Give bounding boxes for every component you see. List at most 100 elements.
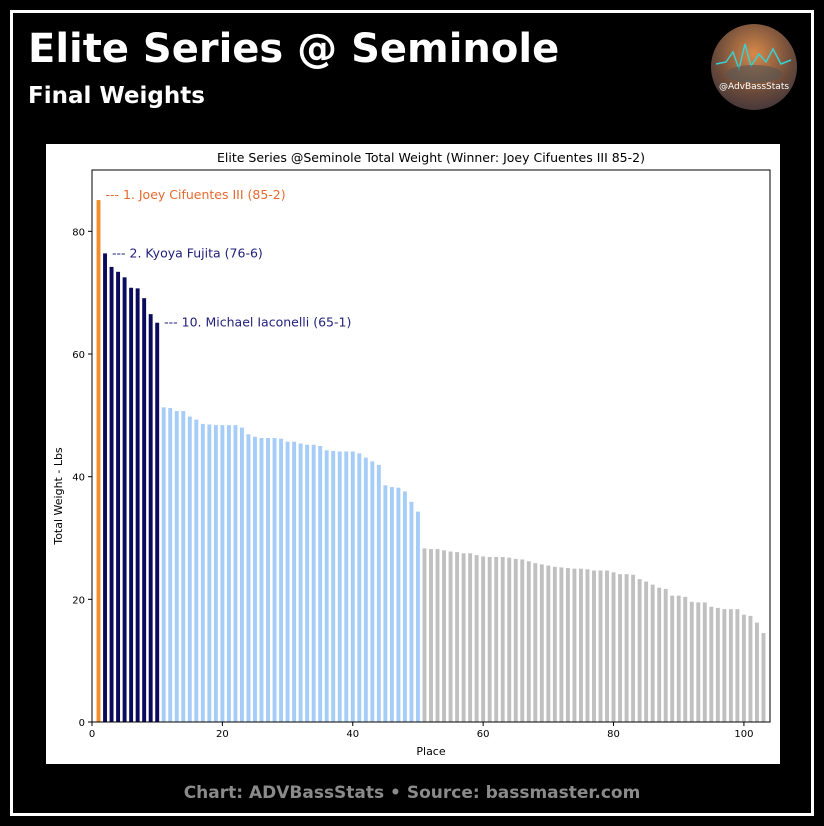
bar-place-1 (96, 200, 101, 722)
bar-place-24 (246, 434, 251, 722)
bar-place-96 (715, 607, 720, 722)
bar-place-5 (122, 277, 127, 722)
bar-place-39 (344, 451, 349, 722)
bar-place-85 (644, 581, 649, 722)
bar-place-37 (331, 450, 336, 722)
bar-place-44 (376, 465, 381, 722)
bar-place-101 (748, 615, 753, 722)
bar-chart: Elite Series @Seminole Total Weight (Win… (52, 150, 771, 758)
x-tick-label: 20 (216, 729, 229, 740)
x-tick-label: 0 (89, 729, 95, 740)
bar-place-62 (494, 557, 499, 722)
footer-credit: Chart: ADVBassStats • Source: bassmaster… (183, 783, 641, 803)
bar-place-23 (239, 427, 244, 722)
page-subtitle: Final Weights (28, 83, 205, 109)
bar-place-29 (279, 438, 284, 722)
bar-place-31 (292, 441, 297, 722)
bar-place-34 (311, 444, 316, 722)
page-title: Elite Series @ Seminole (28, 26, 560, 72)
bar-place-97 (722, 609, 727, 722)
y-tick-label: 0 (79, 718, 85, 729)
chart-title: Elite Series @Seminole Total Weight (Win… (217, 150, 645, 165)
bar-place-28 (272, 438, 277, 722)
bar-place-45 (383, 485, 388, 722)
bar-place-65 (513, 558, 518, 722)
y-tick-label: 20 (72, 595, 85, 606)
bar-place-3 (109, 266, 114, 722)
bar-place-98 (728, 609, 733, 722)
y-tick-label: 80 (72, 227, 85, 238)
bar-place-36 (324, 450, 329, 722)
x-tick-label: 60 (477, 729, 490, 740)
y-axis-label: Total Weight - Lbs (52, 447, 65, 546)
y-tick-label: 40 (72, 473, 85, 484)
bar-place-89 (670, 595, 675, 722)
bar-place-13 (174, 411, 179, 722)
bar-place-8 (142, 298, 147, 722)
bar-place-20 (220, 425, 225, 722)
bar-place-16 (194, 419, 199, 722)
brand-logo: @AdvBassStats (711, 24, 797, 110)
bar-place-102 (755, 622, 759, 722)
bar-place-42 (363, 457, 368, 722)
frame-border (10, 10, 814, 816)
bar-place-74 (572, 568, 577, 722)
bar-place-17 (200, 423, 205, 722)
bar-place-48 (402, 491, 407, 722)
bar-place-78 (598, 570, 603, 722)
bar-place-95 (709, 606, 714, 722)
bar-place-73 (565, 568, 570, 722)
x-tick-label: 40 (346, 729, 359, 740)
bar-place-94 (702, 602, 707, 722)
y-tick-label: 60 (72, 350, 85, 361)
bar-place-69 (539, 564, 544, 722)
bar-place-54 (442, 550, 446, 722)
bar-place-72 (559, 567, 564, 722)
bar-place-100 (741, 614, 746, 722)
bar-place-50 (416, 511, 420, 722)
x-tick-label: 80 (607, 729, 620, 740)
bar-place-90 (676, 595, 681, 722)
bar-place-64 (507, 557, 512, 722)
bar-place-38 (337, 451, 342, 722)
bar-place-63 (500, 557, 505, 722)
bar-place-10 (155, 322, 160, 722)
bar-place-103 (761, 633, 766, 722)
bar-place-43 (370, 461, 375, 722)
bar-place-27 (266, 438, 270, 722)
bar-place-82 (624, 574, 629, 722)
bar-place-56 (455, 552, 460, 722)
bar-place-6 (129, 287, 134, 722)
bar-place-91 (683, 596, 688, 722)
bar-place-26 (259, 438, 264, 722)
bar-place-59 (474, 555, 479, 722)
bar-place-88 (663, 588, 668, 722)
bar-place-49 (409, 501, 414, 722)
bar-place-60 (481, 556, 486, 722)
plot-frame (91, 169, 771, 723)
bar-place-57 (461, 553, 466, 722)
bar-place-58 (468, 553, 473, 722)
annotation-place-2: --- 2. Kyoya Fujita (76-6) (112, 245, 263, 260)
bar-place-47 (396, 487, 401, 722)
bar-place-76 (585, 569, 590, 722)
bar-place-14 (181, 411, 186, 722)
bar-place-75 (578, 568, 583, 722)
bar-place-84 (637, 579, 642, 722)
x-axis-label: Place (416, 745, 445, 758)
bar-place-15 (187, 416, 192, 722)
bar-place-77 (592, 570, 596, 722)
bar-place-12 (168, 407, 173, 722)
bar-place-92 (689, 601, 694, 722)
chart-panel: Elite Series @Seminole Total Weight (Win… (46, 144, 780, 764)
bar-place-32 (298, 443, 303, 722)
bar-place-9 (148, 314, 153, 722)
bar-place-68 (533, 563, 538, 722)
bar-place-7 (135, 288, 140, 722)
bar-place-51 (422, 548, 427, 722)
bar-place-21 (226, 425, 231, 722)
bar-place-61 (487, 557, 492, 722)
bar-place-53 (435, 549, 440, 722)
bar-place-18 (207, 424, 212, 722)
bar-place-80 (611, 572, 616, 722)
